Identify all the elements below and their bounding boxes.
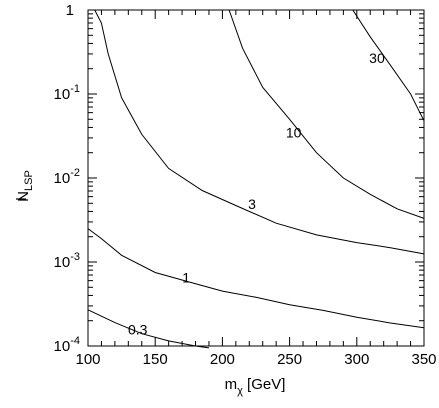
curve-1 <box>87 228 425 329</box>
x-tick-label: 250 <box>277 351 302 368</box>
curve-label: 3 <box>248 196 256 212</box>
y-tick-label: 10-4 <box>54 335 80 355</box>
x-axis-title-main: m <box>225 376 238 393</box>
x-tick-label: 200 <box>210 351 235 368</box>
curve-label: 0.3 <box>128 322 148 338</box>
curve-label: 30 <box>369 50 385 66</box>
y-tick-exponent: -2 <box>70 167 80 179</box>
y-tick-label: 10-3 <box>54 251 80 271</box>
x-axis-title-subscript: χ <box>237 385 243 397</box>
y-tick-exponent: -1 <box>70 83 80 95</box>
y-tick-exponent: -3 <box>70 251 80 263</box>
x-axis-title-unit: [GeV] <box>243 376 286 393</box>
y-axis-title-subscript: LSP <box>23 170 35 191</box>
ticks-layer <box>87 9 425 347</box>
curves-layer <box>87 9 425 349</box>
y-tick-label: 1 <box>66 2 74 19</box>
y-tick-base: 10 <box>54 86 71 103</box>
curve-30 <box>352 9 425 122</box>
curve-0-3 <box>87 309 210 349</box>
y-axis-title: NLSP <box>15 170 35 202</box>
curve-3 <box>94 9 425 255</box>
y-tick-base: 10 <box>54 254 71 271</box>
x-tick-label: 150 <box>143 351 168 368</box>
curve-label: 10 <box>286 124 302 140</box>
labels-layer: 100 150 200 250 300 35010-410-310-210-110.313… <box>54 2 437 368</box>
x-axis-title: mχ [GeV] <box>225 376 286 397</box>
y-tick-label: 10-2 <box>54 167 80 187</box>
y-axis-title-main: N <box>15 191 32 202</box>
y-axis-title-group: NLSP <box>15 170 35 202</box>
x-tick-label: 300 <box>344 351 369 368</box>
y-tick-base: 10 <box>54 338 71 355</box>
x-tick-label: 100 <box>75 351 100 368</box>
y-tick-base: 1 <box>66 2 74 19</box>
curve-10 <box>228 9 425 219</box>
y-tick-exponent: -4 <box>70 335 80 347</box>
y-tick-base: 10 <box>54 170 71 187</box>
curve-label: 1 <box>182 270 190 286</box>
y-tick-label: 10-1 <box>54 83 80 103</box>
x-tick-label: 350 <box>411 351 436 368</box>
